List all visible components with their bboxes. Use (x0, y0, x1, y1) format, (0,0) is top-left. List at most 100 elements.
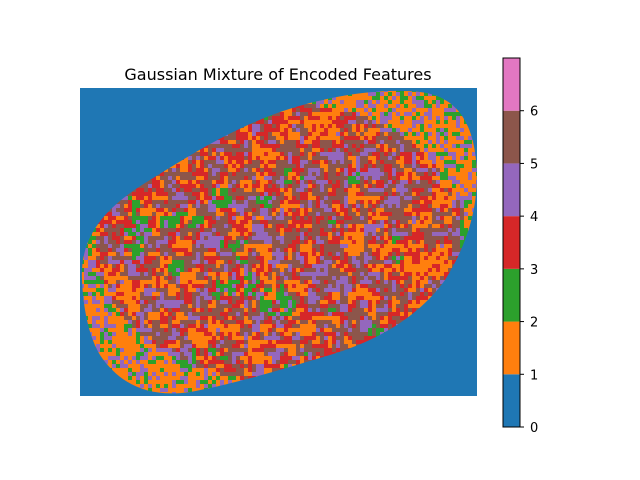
heatmap-cell (224, 264, 228, 268)
heatmap-cell (120, 280, 124, 284)
heatmap-cell (440, 280, 444, 284)
heatmap-cell (188, 220, 192, 224)
heatmap-cell (176, 176, 180, 180)
heatmap-cell (380, 200, 384, 204)
heatmap-cell (260, 132, 264, 136)
heatmap-cell (164, 200, 168, 204)
heatmap-cell (428, 144, 432, 148)
heatmap-cell (280, 252, 284, 256)
heatmap-cell (392, 192, 396, 196)
heatmap-cell (280, 236, 284, 240)
heatmap-cell (268, 180, 272, 184)
heatmap-cell (352, 200, 356, 204)
heatmap-cell (208, 232, 212, 236)
heatmap-cell (124, 264, 128, 268)
heatmap-cell (412, 264, 416, 268)
heatmap-cell (268, 252, 272, 256)
heatmap-cell (316, 184, 320, 188)
heatmap-cell (384, 116, 388, 120)
heatmap-cell (308, 220, 312, 224)
heatmap-cell (364, 232, 368, 236)
heatmap-cell (300, 240, 304, 244)
heatmap-cell (268, 136, 272, 140)
heatmap-cell (120, 252, 124, 256)
heatmap-cell (312, 264, 316, 268)
heatmap-cell (184, 272, 188, 276)
heatmap-cell (152, 264, 156, 268)
heatmap-cell (160, 284, 164, 288)
heatmap-cell (380, 208, 384, 212)
heatmap-cell (92, 276, 96, 280)
heatmap-cell (320, 204, 324, 208)
heatmap-cell (96, 236, 100, 240)
heatmap-cell (244, 272, 248, 276)
heatmap-cell (464, 220, 468, 224)
heatmap-cell (420, 220, 424, 224)
heatmap-cell (432, 152, 436, 156)
heatmap-cell (344, 252, 348, 256)
heatmap-cell (308, 160, 312, 164)
heatmap-cell (260, 152, 264, 156)
heatmap-cell (308, 104, 312, 108)
heatmap-cell (404, 276, 408, 280)
heatmap-cell (336, 252, 340, 256)
heatmap-cell (216, 152, 220, 156)
heatmap-cell (448, 244, 452, 248)
heatmap-cell (288, 208, 292, 212)
heatmap-cell (348, 256, 352, 260)
heatmap-cell (324, 120, 328, 124)
heatmap-cell (316, 196, 320, 200)
heatmap-cell (288, 128, 292, 132)
heatmap-cell (280, 184, 284, 188)
heatmap-cell (104, 216, 108, 220)
heatmap-cell (180, 208, 184, 212)
heatmap-cell (344, 124, 348, 128)
heatmap-cell (396, 128, 400, 132)
heatmap-cell (308, 204, 312, 208)
heatmap-cell (456, 204, 460, 208)
heatmap-cell (360, 272, 364, 276)
heatmap-cell (324, 248, 328, 252)
heatmap-cell (404, 188, 408, 192)
heatmap-cell (220, 180, 224, 184)
heatmap-cell (296, 272, 300, 276)
heatmap-cell (132, 232, 136, 236)
heatmap-cell (456, 176, 460, 180)
heatmap-cell (136, 268, 140, 272)
heatmap-cell (108, 264, 112, 268)
heatmap-cell (128, 272, 132, 276)
heatmap-cell (404, 90, 408, 92)
heatmap-cell (296, 236, 300, 240)
heatmap-cell (88, 248, 92, 252)
heatmap-cell (444, 268, 448, 272)
heatmap-cell (328, 100, 332, 104)
heatmap-cell (176, 228, 180, 232)
heatmap-cell (284, 124, 288, 128)
heatmap-cell (420, 124, 424, 128)
heatmap-cell (144, 260, 148, 264)
heatmap-cell (248, 224, 252, 228)
heatmap-cell (396, 90, 400, 92)
heatmap-cell (288, 240, 292, 244)
heatmap-cell (120, 216, 124, 220)
heatmap-cell (276, 260, 280, 264)
heatmap-cell (312, 236, 316, 240)
heatmap-cell (192, 176, 196, 180)
heatmap-cell (232, 204, 236, 208)
heatmap-cell (368, 208, 372, 212)
heatmap-cell (372, 196, 376, 200)
heatmap-cell (300, 140, 304, 144)
heatmap-cell (252, 140, 256, 144)
heatmap-cell (260, 252, 264, 256)
heatmap-cell (348, 220, 352, 224)
heatmap-cell (208, 156, 212, 160)
heatmap-cell (424, 240, 428, 244)
heatmap-cell (324, 236, 328, 240)
heatmap-cell (288, 256, 292, 260)
heatmap-cell (360, 188, 364, 192)
heatmap-cell (404, 168, 408, 172)
heatmap-cell (316, 100, 320, 104)
heatmap-cell (120, 264, 124, 268)
heatmap-cell (132, 252, 136, 256)
heatmap-cell (388, 264, 392, 268)
